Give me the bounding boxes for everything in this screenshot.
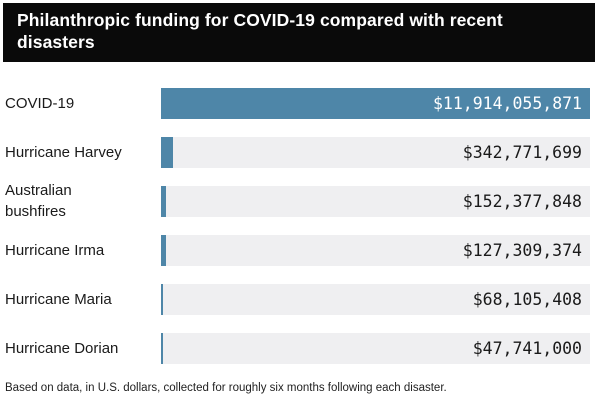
bar-label: Hurricane Irma xyxy=(5,241,105,259)
bar-label: Hurricane Harvey xyxy=(5,143,122,161)
bar-fill xyxy=(161,234,166,266)
bar-label: Australian bushfires xyxy=(5,182,72,221)
bar-row-australian-bushfires: Australian bushfires $152,377,848 xyxy=(0,182,590,221)
bar-value-label: $152,377,848 xyxy=(462,191,582,211)
bar-fill xyxy=(161,185,167,217)
bar-track: $47,741,000 xyxy=(161,332,590,364)
bar-fill xyxy=(161,87,590,119)
bar-label: Hurricane Dorian xyxy=(5,339,119,357)
bar-label: COVID-19 xyxy=(5,94,75,112)
bar-track: $127,309,374 xyxy=(161,234,590,266)
chart-header: Philanthropic funding for COVID-19 compa… xyxy=(3,3,595,62)
bar-row-hurricane-irma: Hurricane Irma $127,309,374 xyxy=(0,234,590,266)
bar-value-label: $68,105,408 xyxy=(472,289,582,309)
bar-value-label: $47,741,000 xyxy=(472,338,582,358)
bar-row-hurricane-harvey: Hurricane Harvey $342,771,699 xyxy=(0,136,590,168)
bar-value-label: $127,309,374 xyxy=(462,240,582,260)
bar-row-hurricane-maria: Hurricane Maria $68,105,408 xyxy=(0,283,590,315)
bar-row-hurricane-dorian: Hurricane Dorian $47,741,000 xyxy=(0,332,590,364)
source-footnote: Based on data, in U.S. dollars, collecte… xyxy=(5,381,447,394)
bar-value-label: $11,914,055,871 xyxy=(432,93,582,113)
bar-row-covid19: COVID-19 $11,914,055,871 xyxy=(0,87,590,119)
bar-track: $11,914,055,871 xyxy=(161,87,590,119)
bar-fill xyxy=(161,136,174,168)
bar-fill xyxy=(161,332,163,364)
bar-track: $342,771,699 xyxy=(161,136,590,168)
bar-track: $68,105,408 xyxy=(161,283,590,315)
infographic: Philanthropic funding for COVID-19 compa… xyxy=(0,3,600,414)
bar-value-label: $342,771,699 xyxy=(462,142,582,162)
bar-track: $152,377,848 xyxy=(161,185,590,217)
chart-title: Philanthropic funding for COVID-19 compa… xyxy=(17,10,503,53)
bar-fill xyxy=(161,283,164,315)
bar-chart: COVID-19 $11,914,055,871 Hurricane Harve… xyxy=(0,87,600,364)
bar-label: Hurricane Maria xyxy=(5,290,112,308)
